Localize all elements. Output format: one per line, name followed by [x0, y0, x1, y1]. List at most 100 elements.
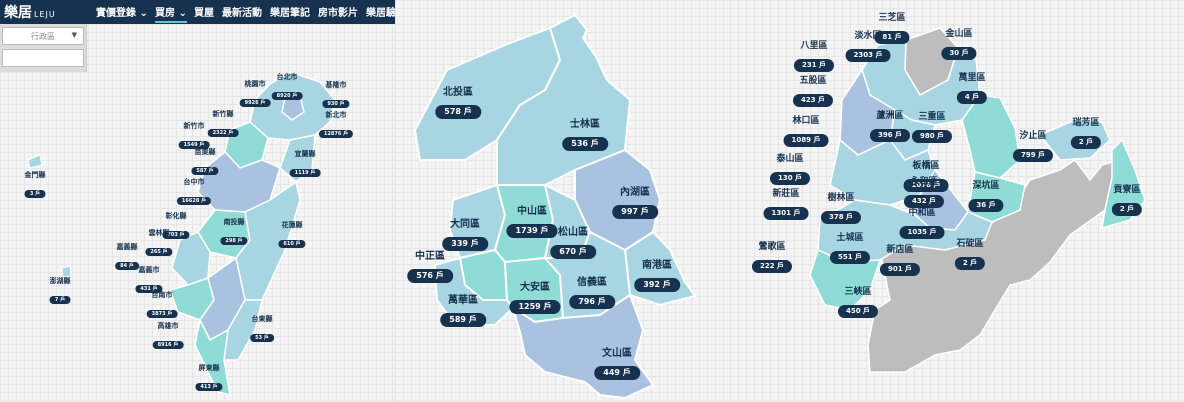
filter-panel: 行政區 ▼ [0, 24, 87, 72]
district-label[interactable]: 嘉義縣 84 戶 [115, 243, 139, 271]
listing-count-badge: 1089 戶 [783, 134, 829, 147]
district-label[interactable]: 汐止區 799 戶 [1012, 130, 1054, 162]
listing-count-badge: 796 戶 [569, 295, 615, 309]
district-label[interactable]: 三芝區 81 戶 [874, 12, 910, 44]
district-label[interactable]: 大同區 339 戶 [442, 218, 488, 251]
district-label[interactable]: 新莊區 1301 戶 [763, 188, 809, 220]
district-label[interactable]: 五股區 423 戶 [792, 75, 834, 107]
nav-price-registry[interactable]: 實價登錄 ⌄ [96, 4, 148, 19]
search-input[interactable] [2, 49, 84, 67]
district-label[interactable]: 北投區 578 戶 [435, 86, 481, 119]
district-label[interactable]: 樹林區 378 戶 [820, 192, 862, 224]
district-label[interactable]: 新竹市 1549 戶 [178, 122, 210, 150]
district-label[interactable]: 文山區 449 戶 [594, 347, 640, 380]
district-label[interactable]: 新竹縣 2322 戶 [207, 110, 239, 138]
district-label[interactable]: 彰化縣 703 戶 [162, 212, 190, 240]
district-label[interactable]: 台南市 3873 戶 [146, 291, 178, 319]
site-logo[interactable]: 樂居 LEJU [4, 2, 56, 22]
district-label[interactable]: 台東縣 53 戶 [250, 315, 274, 343]
district-name: 八里區 [800, 41, 828, 51]
district-select[interactable]: 行政區 ▼ [2, 27, 84, 45]
district-label[interactable]: 松山區 670 戶 [550, 226, 596, 259]
district-label[interactable]: 宜蘭縣 1119 戶 [289, 150, 321, 178]
nav-buy-house[interactable]: 買房 ⌄ [155, 4, 187, 23]
district-label[interactable]: 鶯歌區 222 戶 [751, 241, 793, 273]
district-label[interactable]: 新北市 12876 戶 [318, 111, 354, 139]
district-label[interactable]: 萬里區 4 戶 [956, 72, 988, 104]
district-label[interactable]: 澎湖縣 7 戶 [50, 277, 71, 305]
nav-leju-notes[interactable]: 樂居筆記 [270, 8, 310, 19]
district-name: 金山區 [945, 29, 973, 39]
district-label[interactable]: 永和區 432 戶 [903, 176, 945, 208]
district-label[interactable]: 蘆洲區 396 戶 [869, 110, 911, 142]
district-label[interactable]: 石碇區 2 戶 [954, 238, 986, 270]
district-label[interactable]: 信義區 796 戶 [569, 276, 615, 309]
district-label[interactable]: 泰山區 130 戶 [769, 153, 811, 185]
unit-label: 戶 [927, 228, 937, 236]
chevron-down-icon: ⌄ [178, 8, 187, 19]
listing-count: 1119 [294, 170, 309, 176]
nav-property-videos[interactable]: 房市影片 [318, 8, 358, 19]
district-label[interactable]: 內湖區 997 戶 [612, 186, 658, 219]
unit-label: 戶 [659, 280, 671, 289]
listing-count-badge: 1078 戶 [903, 179, 949, 192]
listing-count-badge: 3873 戶 [146, 310, 178, 318]
district-label[interactable]: 台北市 8920 戶 [271, 73, 303, 101]
district-label[interactable]: 新店區 901 戶 [879, 244, 921, 276]
district-label[interactable]: 貢寮區 2 戶 [1111, 184, 1143, 216]
listing-count: 670 [559, 247, 576, 256]
district-label[interactable]: 屏東縣 413 戶 [195, 364, 223, 392]
district-label[interactable]: 八里區 231 戶 [793, 40, 835, 72]
district-label[interactable]: 大安區 1259 戶 [509, 281, 561, 314]
district-label[interactable]: 淡水區 2303 戶 [845, 30, 891, 62]
district-label[interactable]: 中山區 1739 戶 [506, 205, 558, 238]
district-label[interactable]: 三峽區 450 戶 [837, 286, 879, 318]
nav-house-inspection[interactable]: 樂居驗屋 [366, 8, 395, 19]
unit-label: 戶 [33, 191, 41, 197]
district-name: 萬里區 [958, 73, 986, 83]
district-label[interactable]: 深坑區 36 戶 [968, 180, 1004, 212]
district-label[interactable]: 台中市 16628 戶 [176, 178, 212, 206]
district-name: 永和區 [910, 177, 938, 187]
district-label[interactable]: 中正區 576 戶 [407, 250, 453, 283]
nav-label: 實價登錄 [96, 8, 136, 19]
district-label[interactable]: 金門縣 3 戶 [25, 171, 46, 199]
district-label[interactable]: 南投縣 298 戶 [220, 218, 248, 246]
district-label[interactable]: 板橋區 1078 戶 [903, 160, 949, 192]
district-name: 信義區 [577, 277, 607, 288]
district-label[interactable]: 瑞芳區 2 戶 [1070, 117, 1102, 149]
listing-count: 4 [964, 93, 970, 101]
district-name: 新北市 [325, 111, 347, 119]
listing-count: 2 [1078, 138, 1084, 146]
district-label[interactable]: 中和區 1035 戶 [899, 207, 945, 239]
unit-label: 戶 [467, 239, 479, 248]
nav-buy-home[interactable]: 買屋 [194, 8, 214, 19]
unit-label: 戶 [258, 100, 266, 106]
listing-count: 222 [759, 262, 775, 270]
district-label[interactable]: 土城區 551 戶 [829, 232, 871, 264]
unit-label: 戶 [197, 142, 205, 148]
unit-label: 戶 [308, 170, 316, 176]
district-label[interactable]: 花蓮縣 610 戶 [278, 221, 306, 249]
kinmen-island[interactable] [27, 154, 43, 169]
new-taipei-xizhi[interactable] [961, 94, 1021, 179]
district-label[interactable]: 林口區 1089 戶 [783, 115, 829, 147]
listing-count-badge: 84 戶 [115, 262, 139, 270]
district-label[interactable]: 雲林縣 265 戶 [145, 229, 173, 257]
district-label[interactable]: 基隆市 930 戶 [322, 81, 350, 109]
nav-latest-events[interactable]: 最新活動 [222, 8, 262, 19]
district-label[interactable]: 高雄市 8916 戶 [152, 322, 184, 350]
listing-count-badge: 392 戶 [634, 278, 680, 292]
district-label[interactable]: 萬華區 589 戶 [440, 294, 486, 327]
penghu-island[interactable] [61, 265, 72, 278]
district-label[interactable]: 嘉義市 431 戶 [135, 266, 163, 294]
district-label[interactable]: 苗栗縣 587 戶 [191, 148, 219, 176]
district-name: 新莊區 [772, 189, 800, 199]
district-label[interactable]: 桃園市 9926 戶 [239, 80, 271, 108]
listing-count-badge: 930 戶 [322, 100, 350, 108]
district-label[interactable]: 士林區 536 戶 [562, 118, 608, 151]
district-label[interactable]: 金山區 30 戶 [941, 28, 977, 60]
taiwan-region-pingtung[interactable] [194, 317, 231, 397]
district-label[interactable]: 三重區 980 戶 [911, 111, 953, 143]
district-label[interactable]: 南港區 392 戶 [634, 259, 680, 292]
